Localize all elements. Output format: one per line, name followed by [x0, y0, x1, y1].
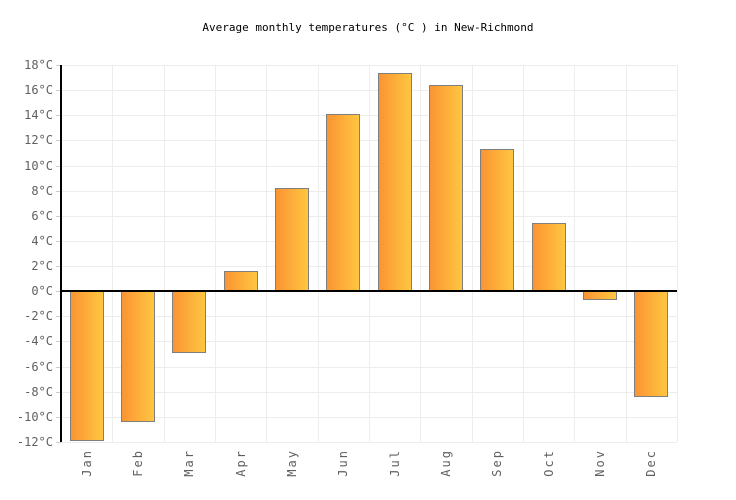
y-axis-tick	[56, 341, 61, 342]
y-axis-tick	[56, 166, 61, 167]
y-axis-label: -8°C	[24, 385, 53, 399]
bar-mar	[172, 291, 206, 353]
gridline-vertical	[420, 65, 421, 442]
y-axis-tick	[56, 191, 61, 192]
y-axis-tick	[56, 291, 61, 292]
x-axis-label-may: May	[285, 449, 299, 477]
y-axis-tick	[56, 90, 61, 91]
bar-jan	[70, 291, 104, 441]
y-axis-label: -6°C	[24, 360, 53, 374]
bar-aug	[429, 85, 463, 291]
y-axis-label: 18°C	[24, 58, 53, 72]
y-axis-label: -10°C	[16, 410, 53, 424]
y-axis-label: -2°C	[24, 309, 53, 323]
gridline-vertical	[318, 65, 319, 442]
gridline-vertical	[677, 65, 678, 442]
x-axis-label-oct: Oct	[542, 449, 556, 477]
y-axis-tick	[56, 115, 61, 116]
gridline-vertical	[523, 65, 524, 442]
gridline-vertical	[574, 65, 575, 442]
y-axis-tick	[56, 266, 61, 267]
y-axis-label: 12°C	[24, 133, 53, 147]
x-axis-label-jun: Jun	[336, 449, 350, 477]
bar-dec	[634, 291, 668, 397]
y-axis-line	[60, 65, 62, 442]
bar-apr	[224, 271, 258, 291]
y-axis-tick	[56, 316, 61, 317]
bar-nov	[583, 291, 617, 300]
y-axis-tick	[56, 241, 61, 242]
gridline-vertical	[215, 65, 216, 442]
x-axis-label-aug: Aug	[439, 449, 453, 477]
x-axis-label-dec: Dec	[644, 449, 658, 477]
y-axis-tick	[56, 417, 61, 418]
bar-jun	[326, 114, 360, 291]
x-axis-label-sep: Sep	[490, 449, 504, 477]
y-axis-label: -4°C	[24, 334, 53, 348]
gridline-vertical	[112, 65, 113, 442]
y-axis-label: 4°C	[31, 234, 53, 248]
y-axis-label: 8°C	[31, 184, 53, 198]
gridline-horizontal	[61, 442, 677, 443]
gridline-vertical	[472, 65, 473, 442]
bar-jul	[378, 73, 412, 292]
y-axis-tick	[56, 216, 61, 217]
y-axis-label: -12°C	[16, 435, 53, 449]
bar-may	[275, 188, 309, 291]
gridline-vertical	[626, 65, 627, 442]
bar-oct	[532, 223, 566, 291]
y-axis-label: 2°C	[31, 259, 53, 273]
x-axis-label-feb: Feb	[131, 449, 145, 477]
x-axis-label-apr: Apr	[234, 449, 248, 477]
gridline-vertical	[266, 65, 267, 442]
chart-title: Average monthly temperatures (°C ) in Ne…	[202, 21, 534, 34]
y-axis-label: 14°C	[24, 108, 53, 122]
y-axis-label: 16°C	[24, 83, 53, 97]
y-axis-tick	[56, 65, 61, 66]
y-axis-label: 0°C	[31, 284, 53, 298]
bar-feb	[121, 291, 155, 422]
y-axis-tick	[56, 392, 61, 393]
y-axis-label: 10°C	[24, 159, 53, 173]
zero-line	[60, 290, 677, 292]
y-axis-tick	[56, 367, 61, 368]
y-axis-tick	[56, 442, 61, 443]
bar-sep	[480, 149, 514, 291]
gridline-vertical	[369, 65, 370, 442]
x-axis-label-jul: Jul	[388, 449, 402, 477]
x-axis-label-mar: Mar	[182, 449, 196, 477]
y-axis-tick	[56, 140, 61, 141]
gridline-vertical	[164, 65, 165, 442]
y-axis-label: 6°C	[31, 209, 53, 223]
x-axis-label-nov: Nov	[593, 449, 607, 477]
x-axis-label-jan: Jan	[80, 449, 94, 477]
